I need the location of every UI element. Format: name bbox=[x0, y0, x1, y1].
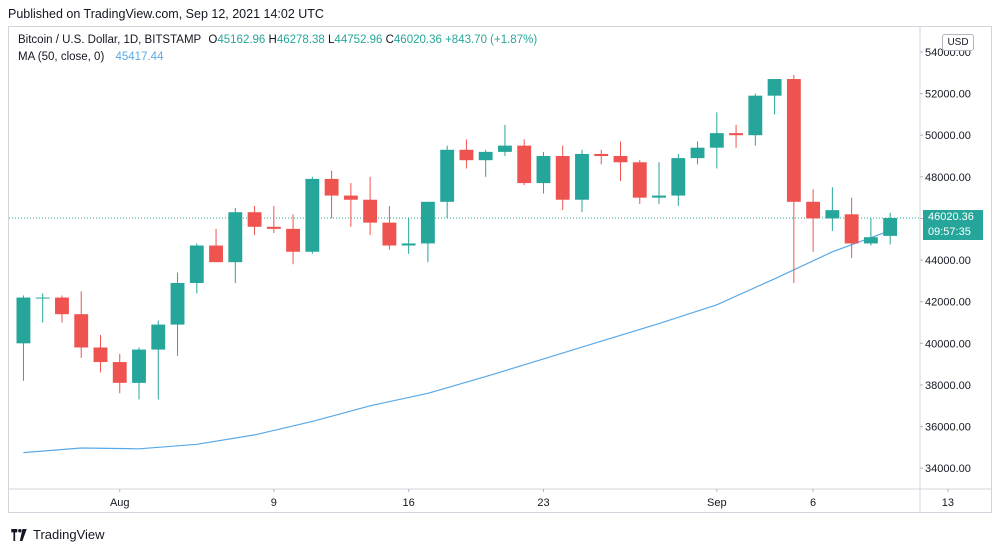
candle-body bbox=[112, 362, 127, 383]
candle-body bbox=[459, 149, 474, 161]
tradingview-logo[interactable]: TradingView bbox=[10, 527, 105, 542]
y-tick-label: 36000.00 bbox=[925, 422, 971, 434]
candle-body bbox=[132, 349, 146, 383]
open-key: O bbox=[208, 34, 218, 46]
candle-body bbox=[786, 79, 801, 202]
candle-body bbox=[401, 243, 416, 246]
candle-body bbox=[632, 162, 647, 198]
ma-legend[interactable]: MA (50, close, 0) 45417.44 bbox=[18, 51, 163, 63]
candle-body bbox=[343, 195, 358, 200]
candle-body bbox=[286, 228, 301, 252]
change-value: +843.70 (+1.87%) bbox=[445, 34, 538, 46]
candle-body bbox=[189, 245, 204, 283]
x-tick-label: Aug bbox=[110, 497, 130, 509]
x-tick-label: 16 bbox=[403, 497, 415, 509]
high-value: 46278.38 bbox=[276, 34, 325, 46]
candle-body bbox=[883, 218, 898, 236]
close-value: 46020.36 bbox=[393, 34, 442, 46]
ma-value: 45417.44 bbox=[115, 51, 164, 63]
y-tick-label: 48000.00 bbox=[925, 172, 971, 184]
candle-body bbox=[478, 151, 493, 161]
candle-body bbox=[825, 210, 840, 219]
tradingview-logo-icon bbox=[11, 528, 27, 541]
y-tick-label: 42000.00 bbox=[925, 297, 971, 309]
candle-body bbox=[575, 153, 589, 200]
candle-body bbox=[209, 245, 223, 263]
candle-body bbox=[536, 156, 551, 184]
y-tick-label: 38000.00 bbox=[925, 380, 971, 392]
bar-countdown-tag: 09:57:35 bbox=[923, 225, 983, 240]
candle-body bbox=[74, 314, 89, 348]
candle-body bbox=[151, 324, 166, 350]
candle-body bbox=[93, 347, 108, 363]
published-caption: Published on TradingView.com, Sep 12, 20… bbox=[8, 7, 324, 21]
candle-body bbox=[517, 145, 532, 184]
y-tick-label: 50000.00 bbox=[925, 130, 971, 142]
candle-body bbox=[35, 297, 50, 299]
low-key: L bbox=[328, 34, 335, 46]
candle-body bbox=[228, 212, 243, 263]
currency-button[interactable]: USD bbox=[942, 34, 974, 51]
candle-body bbox=[363, 199, 378, 223]
candle-body bbox=[440, 149, 455, 202]
x-tick-label: 6 bbox=[810, 497, 816, 509]
last-price-tag: 46020.36 bbox=[923, 210, 983, 225]
candle-body bbox=[498, 145, 512, 152]
candle-body bbox=[748, 95, 763, 136]
candle-body bbox=[690, 147, 705, 159]
y-tick-label: 44000.00 bbox=[925, 255, 971, 267]
x-tick-label: Sep bbox=[707, 497, 727, 509]
candle-body bbox=[324, 178, 339, 196]
x-tick-label: 9 bbox=[271, 497, 277, 509]
candle-body bbox=[806, 201, 821, 219]
candle-body bbox=[863, 237, 878, 244]
candle-body bbox=[266, 226, 281, 229]
candle-body bbox=[844, 214, 859, 244]
candle-body bbox=[613, 156, 628, 163]
candle-body bbox=[382, 222, 397, 246]
candle-body bbox=[709, 133, 724, 148]
candle-body bbox=[671, 158, 686, 196]
close-key: C bbox=[385, 34, 394, 46]
candle-body bbox=[305, 178, 320, 252]
high-key: H bbox=[268, 34, 277, 46]
candle-body bbox=[555, 156, 570, 200]
chart-frame bbox=[8, 26, 992, 513]
y-tick-label: 52000.00 bbox=[925, 89, 971, 101]
candle-body bbox=[170, 282, 185, 325]
candle-body bbox=[594, 153, 609, 157]
symbol-title: Bitcoin / U.S. Dollar, 1D, BITSTAMP bbox=[18, 34, 202, 46]
y-tick-label: 34000.00 bbox=[925, 463, 971, 475]
low-value: 44752.96 bbox=[334, 34, 383, 46]
candle-body bbox=[55, 297, 69, 315]
candle-body bbox=[729, 133, 744, 136]
candle-body bbox=[767, 79, 782, 96]
x-tick-label: 13 bbox=[942, 497, 954, 509]
ma-label: MA (50, close, 0) bbox=[18, 51, 105, 63]
ma-line bbox=[23, 230, 891, 454]
x-tick-label: 23 bbox=[537, 497, 549, 509]
candle-body bbox=[16, 297, 31, 344]
tradingview-logo-text: TradingView bbox=[33, 527, 105, 542]
candle-body bbox=[247, 212, 262, 227]
symbol-legend: Bitcoin / U.S. Dollar, 1D, BITSTAMP O451… bbox=[18, 34, 537, 46]
y-tick-label: 40000.00 bbox=[925, 338, 971, 350]
open-value: 45162.96 bbox=[217, 34, 266, 46]
candle-body bbox=[652, 195, 666, 198]
candle-body bbox=[420, 201, 435, 244]
